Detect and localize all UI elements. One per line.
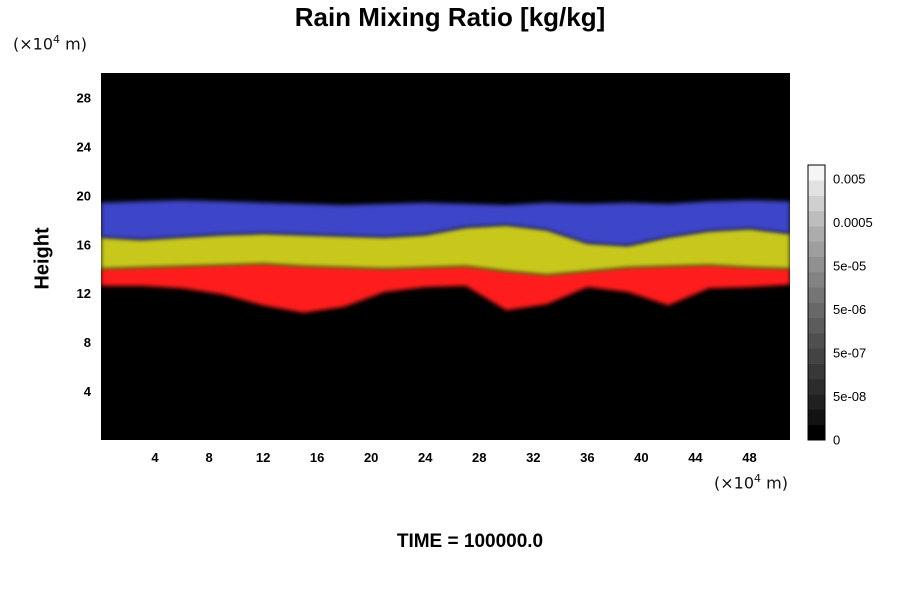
y-tick-label: 4 xyxy=(84,384,92,399)
y-tick: 4 xyxy=(84,384,92,399)
colorbar-swatch xyxy=(808,424,825,441)
x-axis-unit: (×104 m) xyxy=(714,472,788,492)
colorbar-label: 0 xyxy=(833,433,840,448)
y-axis-unit: (×104 m) xyxy=(13,33,87,53)
colorbar-swatch xyxy=(808,165,825,181)
colorbar-swatch xyxy=(808,180,825,196)
colorbar-swatch xyxy=(808,226,825,242)
colorbar-swatch xyxy=(808,287,825,303)
colorbar-swatch xyxy=(808,256,825,273)
x-tick-label: 48 xyxy=(742,450,756,465)
y-unit-prefix: (×10 xyxy=(13,34,54,54)
colorbar-swatch xyxy=(808,317,825,334)
colorbar-swatch xyxy=(808,241,825,257)
colorbar-swatch xyxy=(808,348,825,364)
x-unit-prefix: (×10 xyxy=(714,473,755,493)
colorbar-swatch xyxy=(808,302,825,319)
colorbar-label: 5e-05 xyxy=(833,259,866,274)
x-tick: 28 xyxy=(472,450,486,465)
colorbar-swatch xyxy=(808,333,825,349)
x-unit-suffix: m) xyxy=(761,473,788,493)
x-tick-label: 12 xyxy=(256,450,270,465)
y-tick-label: 8 xyxy=(84,335,91,350)
x-tick-label: 28 xyxy=(472,450,486,465)
colorbar-swatch xyxy=(808,363,825,380)
x-tick: 8 xyxy=(205,450,212,465)
chart-title: Rain Mixing Ratio [kg/kg] xyxy=(294,2,606,32)
x-tick: 36 xyxy=(580,450,594,465)
y-tick-label: 20 xyxy=(77,188,91,203)
y-tick: 16 xyxy=(77,237,91,252)
y-tick: 8 xyxy=(84,335,91,350)
rain-bands xyxy=(101,200,790,313)
colorbar: 0.005 0.0005 5e-05 5e-06 5e-07 5e-08 0 xyxy=(807,164,873,448)
colorbar-label: 5e-06 xyxy=(833,302,866,317)
colorbar-label: 0.005 xyxy=(833,172,866,187)
y-tick-label: 16 xyxy=(77,237,91,252)
x-tick-label: 16 xyxy=(310,450,324,465)
colorbar-swatch xyxy=(808,271,825,288)
y-tick-label: 28 xyxy=(77,90,91,105)
rain-band-2 xyxy=(101,200,790,246)
y-tick: 12 xyxy=(77,286,91,301)
x-tick-label: 32 xyxy=(526,450,540,465)
colorbar-frame xyxy=(807,164,826,441)
y-tick: 24 xyxy=(77,139,92,154)
x-tick-label: 20 xyxy=(364,450,378,465)
y-tick: 28 xyxy=(77,90,91,105)
time-label: TIME = 100000.0 xyxy=(396,531,544,552)
x-tick-label: 36 xyxy=(580,450,594,465)
x-tick-label: 24 xyxy=(418,450,433,465)
x-tick-label: 8 xyxy=(205,450,212,465)
x-tick: 48 xyxy=(742,450,756,465)
y-tick: 20 xyxy=(77,188,91,203)
rain-band-1 xyxy=(101,224,790,275)
rain-band-0 xyxy=(101,263,790,313)
colorbar-swatch xyxy=(808,378,825,395)
y-tick-label: 24 xyxy=(77,139,92,154)
x-tick: 16 xyxy=(310,450,324,465)
x-unit-exponent: 4 xyxy=(754,472,762,485)
x-tick: 12 xyxy=(256,450,270,465)
x-tick-label: 4 xyxy=(151,450,159,465)
x-tick: 44 xyxy=(688,450,703,465)
colorbar-swatch xyxy=(808,195,825,212)
colorbar-label: 5e-08 xyxy=(833,389,866,404)
x-tick-label: 44 xyxy=(688,450,703,465)
x-tick: 40 xyxy=(634,450,648,465)
colorbar-swatch xyxy=(808,210,825,227)
colorbar-swatch xyxy=(808,409,825,426)
x-tick: 20 xyxy=(364,450,378,465)
y-unit-suffix: m) xyxy=(60,34,87,54)
y-tick-label: 12 xyxy=(77,286,91,301)
colorbar-label: 5e-07 xyxy=(833,346,866,361)
colorbar-swatch xyxy=(808,394,825,410)
y-unit-exponent: 4 xyxy=(53,33,61,46)
x-tick: 32 xyxy=(526,450,540,465)
x-tick-label: 40 xyxy=(634,450,648,465)
colorbar-label: 0.0005 xyxy=(833,215,873,230)
x-tick: 24 xyxy=(418,450,433,465)
x-tick: 4 xyxy=(151,450,159,465)
